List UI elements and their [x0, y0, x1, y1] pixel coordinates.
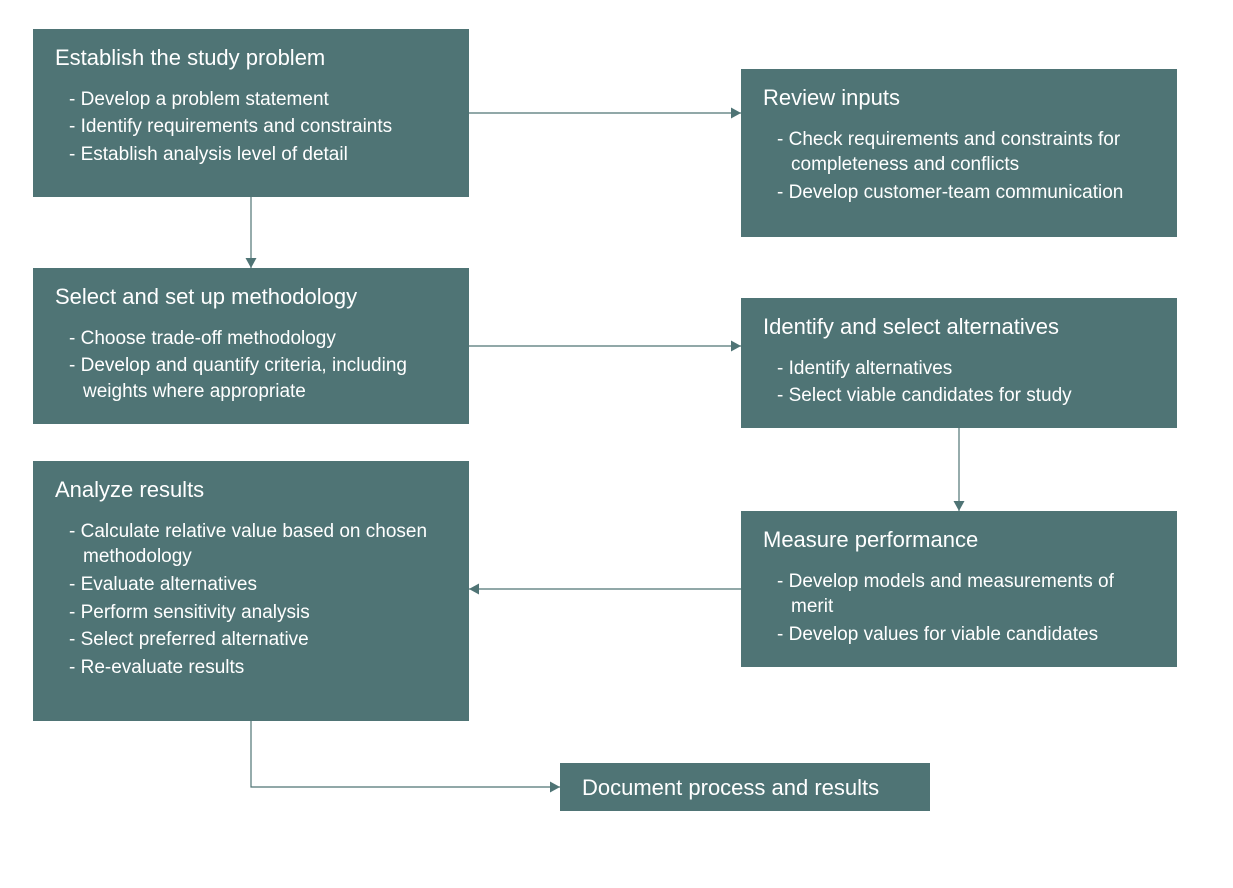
node-analyze-item: - Perform sensitivity analysis — [55, 600, 447, 626]
node-analyze-item: - Re-evaluate results — [55, 655, 447, 681]
node-analyze: Analyze results - Calculate relative valu… — [33, 461, 469, 721]
node-measure-item: - Develop models and measurements of mer… — [763, 569, 1155, 620]
node-methodology-item: - Develop and quantify criteria, includi… — [55, 353, 447, 404]
node-alternatives: Identify and select alternatives - Identi… — [741, 298, 1177, 428]
node-analyze-item: - Select preferred alternative — [55, 627, 447, 653]
node-measure: Measure performance - Develop models and … — [741, 511, 1177, 667]
node-alternatives-title: Identify and select alternatives — [763, 312, 1155, 342]
node-document: Document process and results — [560, 763, 930, 811]
node-establish-title: Establish the study problem — [55, 43, 447, 73]
node-analyze-item: - Evaluate alternatives — [55, 572, 447, 598]
flowchart-stage: Establish the study problem - Develop a p… — [0, 0, 1233, 888]
node-review-item: - Check requirements and constraints for… — [763, 127, 1155, 178]
node-establish: Establish the study problem - Develop a p… — [33, 29, 469, 197]
arrowhead-icon — [550, 782, 560, 793]
node-measure-title: Measure performance — [763, 525, 1155, 555]
node-methodology-title: Select and set up methodology — [55, 282, 447, 312]
node-establish-item: - Identify requirements and constraints — [55, 114, 447, 140]
arrowhead-icon — [731, 108, 741, 119]
node-methodology: Select and set up methodology - Choose tr… — [33, 268, 469, 424]
node-establish-item: - Establish analysis level of detail — [55, 142, 447, 168]
node-alternatives-item: - Identify alternatives — [763, 356, 1155, 382]
arrowhead-icon — [469, 584, 479, 595]
arrowhead-icon — [246, 258, 257, 268]
node-alternatives-item: - Select viable candidates for study — [763, 383, 1155, 409]
edge-e6 — [251, 721, 560, 787]
arrowhead-icon — [731, 341, 741, 352]
node-measure-item: - Develop values for viable candidates — [763, 622, 1155, 648]
node-review-item: - Develop customer-team communication — [763, 180, 1155, 206]
node-methodology-item: - Choose trade-off methodology — [55, 326, 447, 352]
node-document-title: Document process and results — [582, 773, 908, 803]
node-analyze-item: - Calculate relative value based on chos… — [55, 519, 447, 570]
arrowhead-icon — [954, 501, 965, 511]
node-review-title: Review inputs — [763, 83, 1155, 113]
node-establish-item: - Develop a problem statement — [55, 87, 447, 113]
node-review: Review inputs - Check requirements and co… — [741, 69, 1177, 237]
node-analyze-title: Analyze results — [55, 475, 447, 505]
